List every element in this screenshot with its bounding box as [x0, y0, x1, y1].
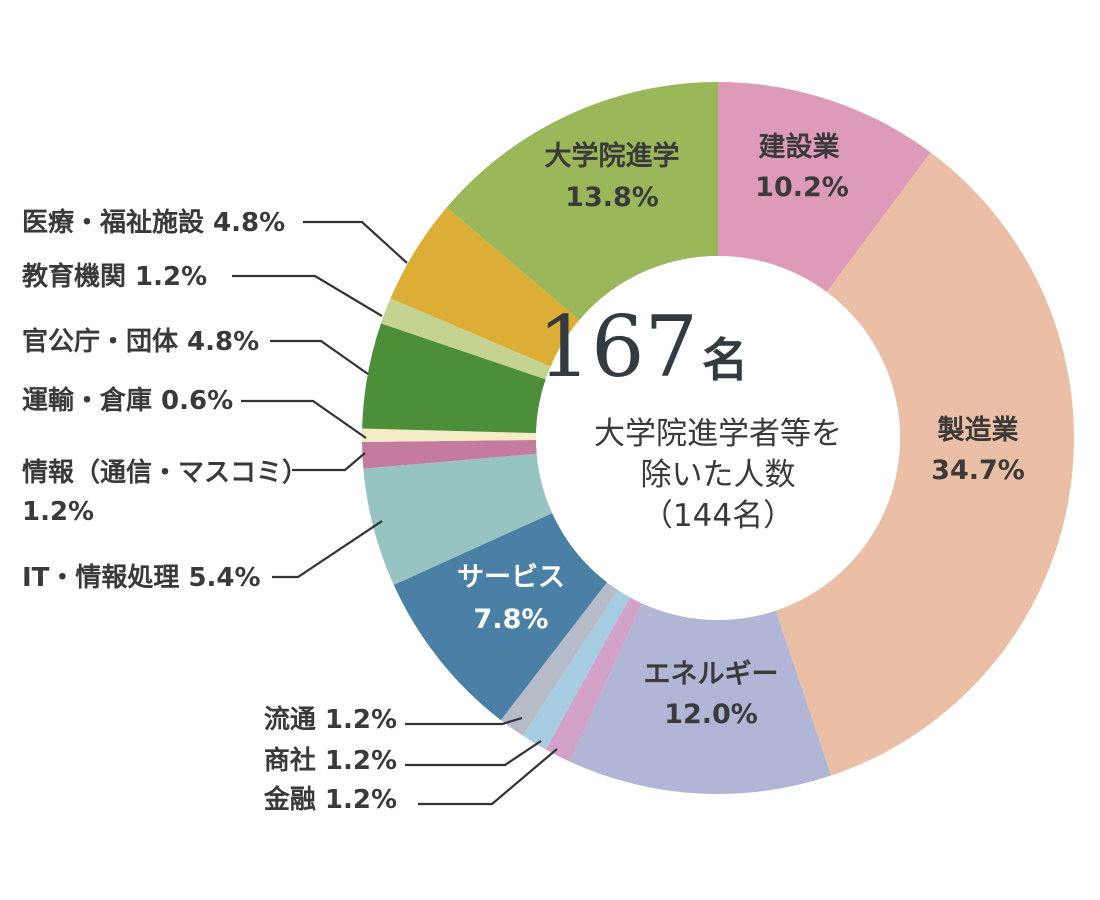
slice-5-leader-line	[405, 716, 523, 726]
slice-9-label-line-1: 運輸・倉庫 0.6%	[22, 385, 233, 416]
slice-4-label-line-1: 商社 1.2%	[264, 745, 397, 776]
slice-6-name-label: サービス	[457, 562, 565, 593]
slice-9-arc	[362, 428, 537, 442]
slice-3-label-line-1: 金融 1.2%	[263, 784, 397, 815]
center-caption-line-2: 除いた人数	[641, 457, 796, 493]
slice-11-arc	[380, 298, 551, 380]
slice-2-arc	[569, 603, 832, 794]
slice-9-leader-line	[241, 399, 367, 439]
labels-layer: 建設業 10.2% 製造業 34.7% エネルギー 12.0% 金融 1.2% 商社 1.2%…	[22, 131, 1025, 815]
center-total: 167	[538, 298, 698, 396]
slice-1-name-label: 製造業	[938, 415, 1019, 446]
slice-4-leader-line	[405, 740, 542, 767]
slice-8-arc	[362, 439, 537, 469]
slice-11-label-line-1: 教育機関 1.2%	[22, 261, 207, 292]
slice-5-label-line-1: 流通 1.2%	[264, 705, 397, 735]
slice-1-value-label: 34.7%	[931, 455, 1025, 486]
slices-layer	[362, 82, 1074, 794]
slice-1-arc	[775, 152, 1074, 776]
center-caption-line-3: （144名）	[642, 498, 794, 534]
slice-7-leader-line	[272, 520, 383, 579]
slice-12-leader-line	[303, 220, 408, 264]
slice-10-label-line-1: 官公庁・団体 4.8%	[22, 326, 259, 357]
center-hole	[536, 256, 900, 620]
slice-5-arc	[500, 582, 619, 736]
slice-8-label-line-1: 情報（通信・マスコミ）	[22, 458, 308, 488]
slice-4-arc	[522, 590, 630, 750]
slice-8-leader-line	[292, 452, 366, 472]
center-unit: 名	[702, 333, 748, 387]
slice-3-leader-line	[418, 748, 558, 806]
slice-12-label-line-1: 医療・福祉施設 4.8%	[22, 207, 285, 238]
slice-11-leader-line	[232, 274, 383, 317]
chart-center: 167 名 大学院進学者等を 除いた人数 （144名）	[538, 298, 842, 534]
slice-10-arc	[362, 323, 546, 434]
slice-13-name-label: 大学院進学	[545, 140, 680, 172]
slice-2-value-label: 12.0%	[664, 699, 758, 730]
slice-12-arc	[390, 207, 580, 367]
slice-3-arc	[545, 597, 643, 762]
center-caption-line-1: 大学院進学者等を	[594, 416, 842, 452]
slice-7-label-line-1: IT・情報処理 5.4%	[22, 563, 261, 593]
slice-13-arc	[446, 82, 718, 321]
slice-0-value-label: 10.2%	[755, 172, 849, 203]
slice-13-value-label: 13.8%	[565, 182, 659, 213]
slice-10-leader-line	[270, 339, 369, 375]
slice-6-arc	[393, 513, 607, 721]
slice-8-label-line-2: 1.2%	[22, 497, 94, 527]
leader-lines-layer	[232, 220, 558, 806]
slice-0-name-label: 建設業	[759, 131, 840, 163]
slice-2-name-label: エネルギー	[644, 659, 779, 690]
slice-7-arc	[363, 453, 553, 585]
slice-0-arc	[718, 82, 931, 293]
slice-6-value-label: 7.8%	[474, 604, 549, 635]
